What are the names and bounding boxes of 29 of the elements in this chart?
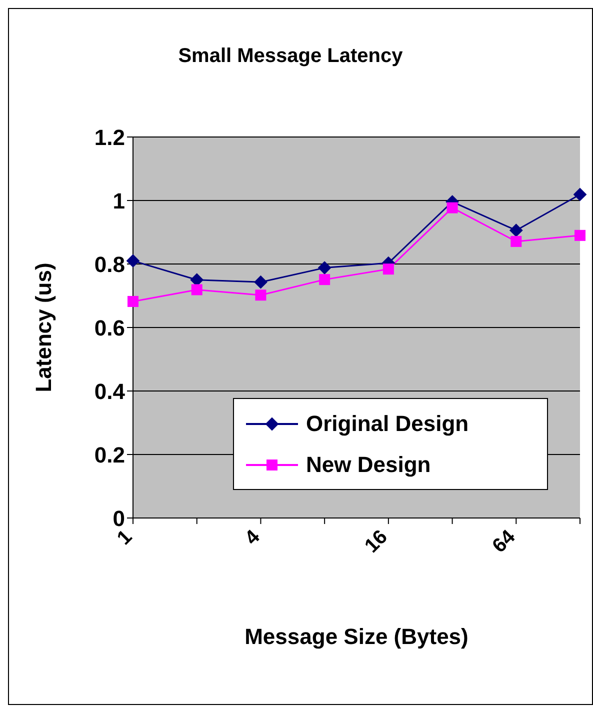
x-axis-title: Message Size (Bytes)	[244, 624, 468, 649]
y-tick-label: 0.4	[94, 378, 126, 404]
point	[510, 236, 522, 247]
point	[255, 290, 266, 301]
legend-label: New Design	[306, 452, 431, 478]
x-tick-label: 4	[240, 525, 265, 550]
y-tick-label: 1	[112, 188, 125, 214]
point	[574, 188, 586, 201]
point	[254, 276, 268, 289]
point	[446, 202, 458, 214]
point	[510, 224, 523, 237]
y-tick-label: 0.2	[94, 442, 125, 468]
y-tick-label: 0.8	[94, 252, 125, 277]
y-axis-title: Latency (us)	[30, 262, 56, 392]
y-tick-label: 0	[112, 506, 125, 531]
x-tick-label: 64	[488, 525, 520, 558]
point	[128, 296, 138, 307]
point	[190, 273, 204, 286]
point	[126, 254, 140, 268]
legend-label: Original Design	[306, 410, 469, 436]
y-tick-label: 1.2	[94, 124, 125, 150]
point	[319, 274, 330, 286]
point	[574, 230, 586, 241]
x-tick-label: 16	[360, 526, 392, 558]
y-tick-label: 0.6	[94, 315, 125, 340]
point	[382, 264, 394, 275]
point	[191, 284, 202, 296]
chart-title: Small Message Latency	[177, 45, 404, 68]
point	[318, 261, 332, 274]
